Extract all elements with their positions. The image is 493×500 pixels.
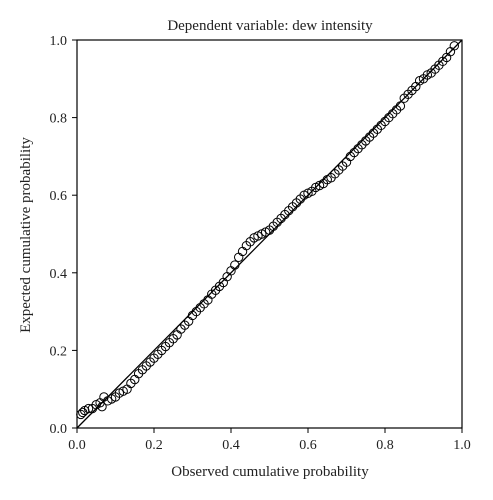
x-tick-label: 0.6 (299, 438, 317, 453)
data-point (78, 407, 88, 418)
x-tick-label: 0.8 (376, 438, 394, 453)
y-tick-label: 0.6 (50, 189, 68, 204)
data-point (449, 41, 459, 51)
y-tick-label: 0.0 (50, 422, 68, 437)
y-tick-label: 0.8 (50, 112, 68, 127)
plot-frame (76, 39, 463, 429)
data-point (234, 252, 244, 262)
plot-area: 0.0 0.2 0.4 0.6 0.8 1.0 0.0 0.2 0.4 0.6 0.8 1.0 (50, 34, 471, 453)
data-point (237, 246, 248, 257)
y-axis-label: Expected cumulative probability (18, 137, 34, 333)
x-tick-label: 0.4 (222, 438, 240, 453)
data-point (83, 403, 94, 414)
x-axis-label: Observed cumulative probability (171, 464, 369, 480)
x-tick-label: 0.0 (68, 438, 86, 453)
data-point (226, 266, 236, 276)
y-tick-label: 0.4 (50, 267, 68, 282)
data-point (230, 260, 240, 270)
y-tick-label: 1.0 (50, 34, 68, 49)
data-point (395, 101, 406, 111)
data-point (97, 401, 107, 412)
chart-title: Dependent variable: dew intensity (167, 18, 373, 34)
x-tick-label: 0.2 (145, 438, 163, 453)
x-tick-label: 1.0 (453, 438, 471, 453)
y-tick-label: 0.2 (50, 344, 68, 359)
